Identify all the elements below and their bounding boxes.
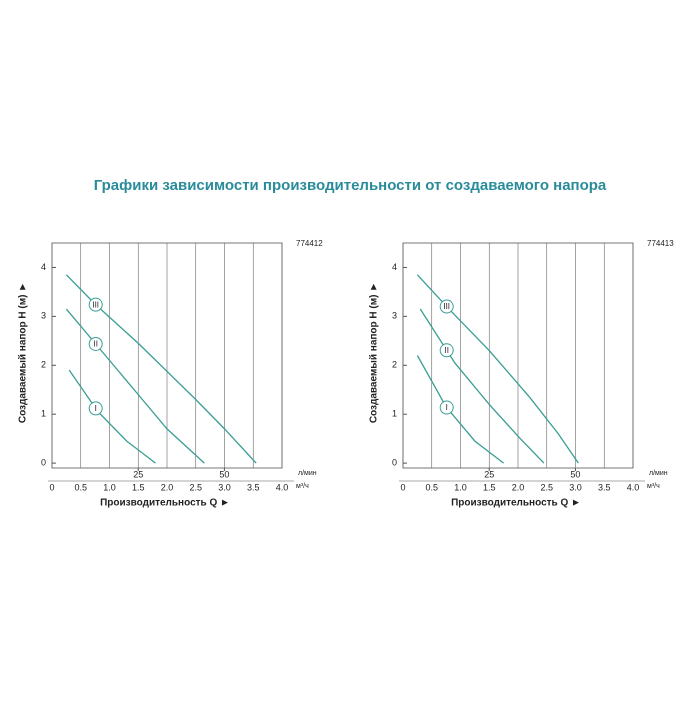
x-tick-label: 4.0 (627, 482, 640, 492)
x-tick-label: 0.5 (74, 482, 87, 492)
y-tick-label: 3 (392, 311, 397, 321)
x2-tick-label: 25 (484, 469, 494, 479)
x-tick-label: 2.5 (189, 482, 202, 492)
x-tick-label: 3.5 (598, 482, 611, 492)
curve-label-circle (88, 401, 103, 416)
x-tick-label: 3.0 (569, 482, 582, 492)
chart-id: 774412 (296, 239, 323, 248)
curve-label-circle (439, 299, 454, 314)
x2-tick-label: 50 (570, 469, 580, 479)
curve (65, 308, 205, 464)
x-tick-label: 1.5 (483, 482, 496, 492)
curve-label: I (446, 403, 448, 412)
x-tick-label: 2.5 (540, 482, 553, 492)
x-tick-label: 1.0 (454, 482, 467, 492)
x2-tick-label: 50 (219, 469, 229, 479)
y-tick-label: 0 (392, 457, 397, 467)
y-tick-label: 2 (41, 360, 46, 370)
x-tick-label: 1.5 (132, 482, 145, 492)
curve-label-circle (439, 400, 454, 415)
chart: 0 0.5 1.0 1.5 2.0 2.5 3.0 3.5 4.0 25 50 0 1 2 3 4 л/мин м… (18, 239, 324, 509)
x2-tick-label: 25 (133, 469, 143, 479)
chart: 0 0.5 1.0 1.5 2.0 2.5 3.0 3.5 4.0 25 50 0 1 2 3 4 л/мин м… (369, 239, 675, 509)
x-tick-label: 0 (49, 482, 54, 492)
x-tick-label: 0 (400, 482, 405, 492)
curve-label: I (95, 404, 97, 413)
y-tick-label: 1 (41, 409, 46, 419)
curve-label: III (92, 300, 99, 309)
curve (416, 355, 505, 464)
x-tick-label: 2.0 (512, 482, 525, 492)
x-unit: м³/ч (647, 483, 660, 490)
chart-id: 774413 (647, 239, 674, 248)
curve (65, 274, 257, 464)
y-axis-label: Создаваемый напор H (м) ► (369, 282, 380, 423)
x-tick-label: 3.5 (247, 482, 260, 492)
y-axis-label: Создаваемый напор H (м) ► (18, 282, 29, 423)
y-tick-label: 0 (41, 457, 46, 467)
x-tick-label: 0.5 (425, 482, 438, 492)
curve-label: II (444, 346, 448, 355)
curve (68, 369, 156, 464)
y-tick-label: 1 (392, 409, 397, 419)
x-axis-label: Производительность Q ► (451, 498, 581, 509)
x-tick-label: 2.0 (161, 482, 174, 492)
y-tick-label: 4 (41, 262, 46, 272)
y-tick-label: 3 (41, 311, 46, 321)
x2-unit: л/мин (298, 470, 317, 477)
curve-label-circle (88, 297, 103, 312)
curve-label-circle (88, 336, 103, 351)
y-tick-label: 2 (392, 360, 397, 370)
curve-label: III (443, 302, 450, 311)
y-tick-label: 4 (392, 262, 397, 272)
curve (419, 308, 545, 464)
x2-unit: л/мин (649, 470, 668, 477)
x-tick-label: 4.0 (276, 482, 289, 492)
curve-label-circle (439, 343, 454, 358)
x-axis-label: Производительность Q ► (100, 498, 230, 509)
x-tick-label: 1.0 (103, 482, 116, 492)
x-tick-label: 3.0 (218, 482, 231, 492)
page-title: Графики зависимости производительности о… (94, 177, 607, 194)
curve-label: II (93, 340, 97, 349)
x-unit: м³/ч (296, 483, 309, 490)
